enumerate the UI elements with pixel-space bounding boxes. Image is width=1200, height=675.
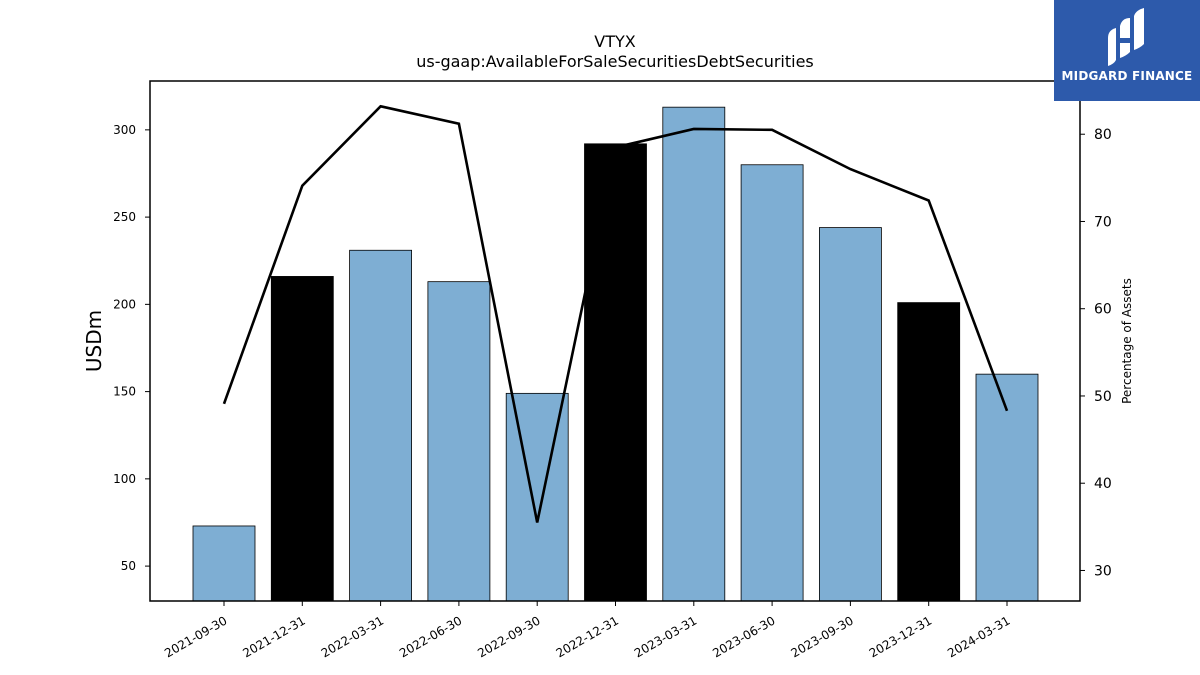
x-tick-label: 2021-12-31 bbox=[240, 613, 307, 660]
y-tick-label: 150 bbox=[113, 385, 136, 399]
bar-2022-06-30 bbox=[427, 281, 491, 602]
bar-2024-03-31 bbox=[975, 373, 1039, 602]
x-tick-label: 2021-09-30 bbox=[162, 613, 229, 660]
x-tick-label: 2023-12-31 bbox=[867, 613, 934, 660]
bar-2023-03-31 bbox=[662, 106, 726, 602]
y-tick-label: 100 bbox=[113, 472, 136, 486]
x-tick-label: 2022-12-31 bbox=[554, 613, 621, 660]
y-tick-label: 200 bbox=[113, 297, 136, 311]
bar-2023-12-31 bbox=[897, 302, 961, 602]
logo-text: MIDGARD FINANCE bbox=[1061, 69, 1193, 83]
y-right-tick-label: 60 bbox=[1094, 302, 1112, 318]
bar-2021-09-30 bbox=[192, 525, 256, 602]
midgard-logo-icon bbox=[1108, 8, 1144, 66]
y-tick-label: 250 bbox=[113, 210, 136, 224]
y-tick-label: 300 bbox=[113, 123, 136, 137]
y-right-axis-label: Percentage of Assets bbox=[1120, 278, 1134, 404]
y-right-tick-label: 70 bbox=[1094, 214, 1112, 230]
y-tick-label: 50 bbox=[121, 559, 136, 573]
y-right-tick-label: 50 bbox=[1094, 389, 1112, 405]
y-right-tick-label: 30 bbox=[1094, 563, 1112, 579]
x-tick-label: 2022-06-30 bbox=[397, 613, 464, 660]
bar-2023-06-30 bbox=[740, 164, 804, 602]
chart-title: VTYX bbox=[594, 32, 636, 51]
x-tick-label: 2024-03-31 bbox=[945, 613, 1012, 660]
bar-2022-03-31 bbox=[349, 249, 413, 602]
bar-2021-12-31 bbox=[270, 276, 334, 602]
x-tick-label: 2023-09-30 bbox=[788, 613, 855, 660]
bar-2023-09-30 bbox=[819, 227, 882, 602]
y-axis-label: USDm bbox=[82, 310, 106, 372]
bar-2022-12-31 bbox=[584, 143, 647, 602]
chart-subtitle: us-gaap:AvailableForSaleSecuritiesDebtSe… bbox=[416, 52, 814, 71]
y-right-tick-label: 80 bbox=[1094, 127, 1112, 143]
y-right-tick-label: 40 bbox=[1094, 476, 1112, 492]
x-tick-label: 2023-03-31 bbox=[632, 613, 699, 660]
x-tick-label: 2022-03-31 bbox=[319, 613, 386, 660]
percentage-line bbox=[222, 104, 1009, 523]
x-tick-label: 2023-06-30 bbox=[710, 613, 777, 660]
midgard-finance-logo: MIDGARD FINANCE bbox=[1054, 0, 1200, 101]
x-tick-label: 2022-09-30 bbox=[475, 613, 542, 660]
